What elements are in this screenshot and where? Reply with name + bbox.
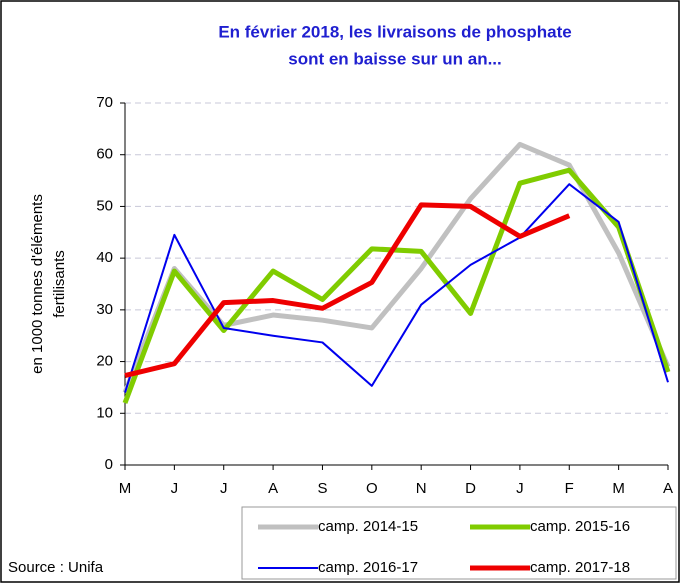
x-tick-label: S: [317, 480, 327, 497]
y-tick-label: 0: [105, 456, 113, 473]
y-tick-label: 60: [96, 146, 113, 163]
x-tick-label: M: [612, 480, 625, 497]
y-tick-label: 40: [96, 249, 113, 266]
legend-label: camp. 2014-15: [318, 518, 418, 535]
y-tick-label: 20: [96, 353, 113, 370]
x-tick-label: F: [565, 480, 574, 497]
chart-title: sont en baisse sur un an...: [288, 49, 502, 68]
legend-label: camp. 2016-17: [318, 559, 418, 576]
x-tick-label: J: [220, 480, 228, 497]
x-tick-label: M: [119, 480, 132, 497]
y-tick-label: 10: [96, 404, 113, 421]
x-tick-label: A: [268, 480, 278, 497]
x-tick-label: J: [171, 480, 179, 497]
chart-title: En février 2018, les livraisons de phosp…: [218, 22, 571, 41]
y-tick-label: 50: [96, 197, 113, 214]
y-label-line: fertilisants: [51, 250, 68, 318]
y-tick-label: 70: [96, 94, 113, 111]
x-tick-label: O: [366, 480, 378, 497]
x-tick-label: D: [465, 480, 476, 497]
y-label-line: en 1000 tonnes d'éléments: [29, 194, 46, 374]
legend-label: camp. 2015-16: [530, 518, 630, 535]
y-tick-label: 30: [96, 301, 113, 318]
source: Source : Unifa: [8, 559, 104, 576]
x-tick-label: N: [416, 480, 427, 497]
series-line: [124, 202, 571, 378]
x-tick-label: A: [663, 480, 673, 497]
y-label: en 1000 tonnes d'éléments fertilisants: [29, 194, 68, 374]
legend-label: camp. 2017-18: [530, 559, 630, 576]
series-line: [122, 167, 671, 404]
x-tick-label: J: [516, 480, 524, 497]
